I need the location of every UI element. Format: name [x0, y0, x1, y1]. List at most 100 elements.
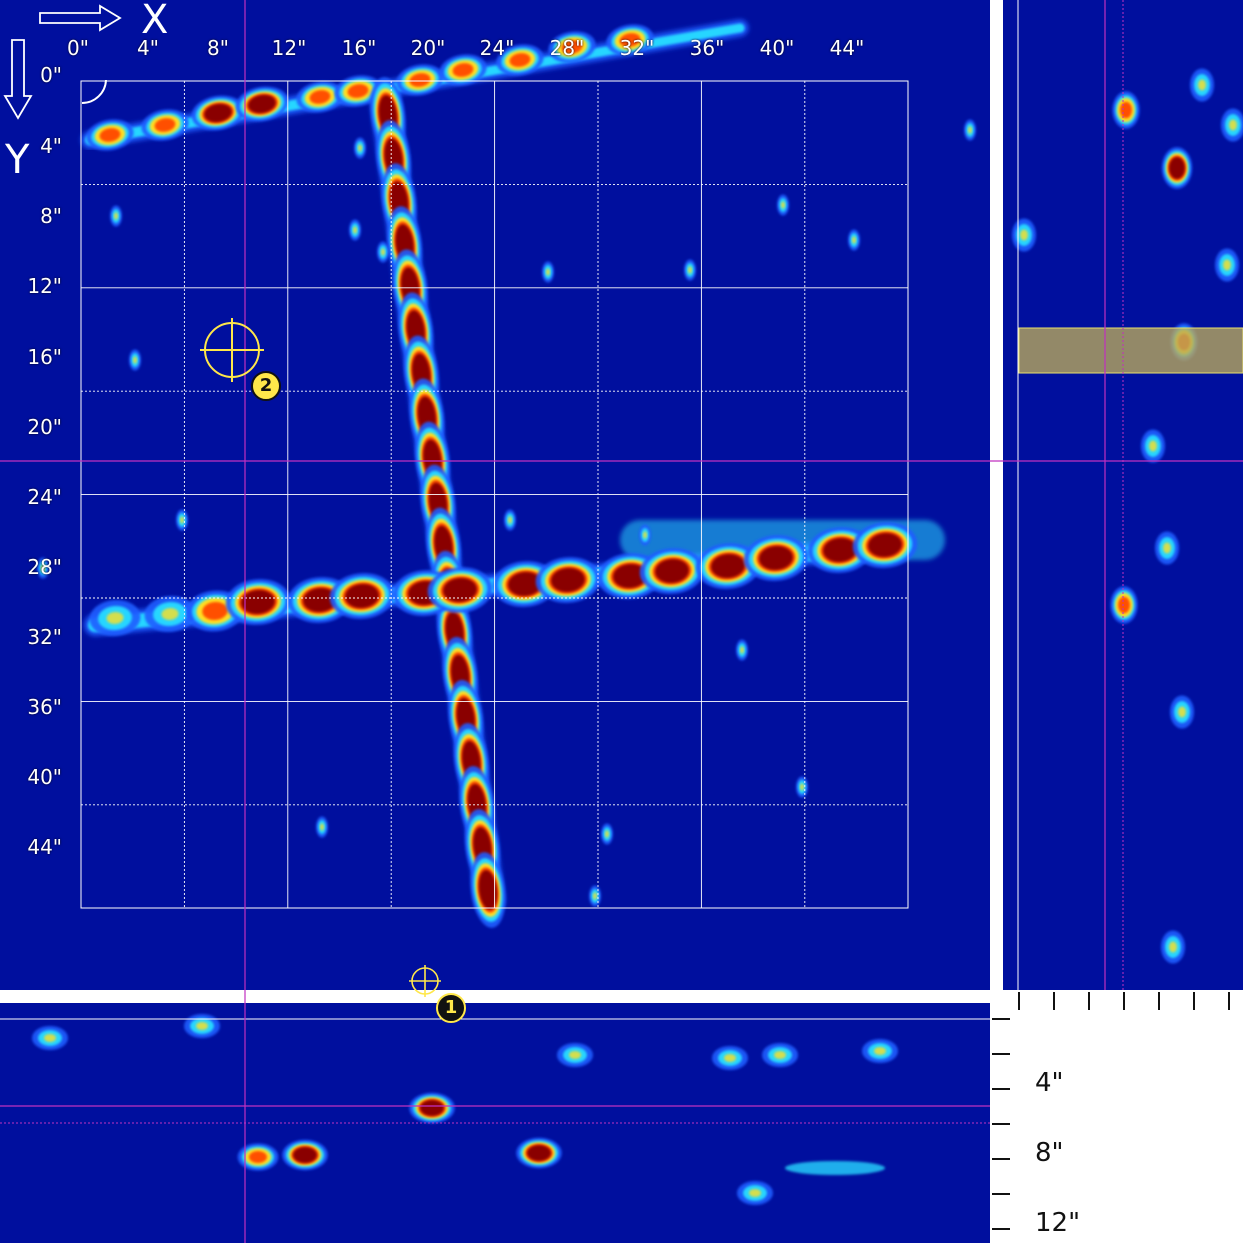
plan-noise-speck-layer	[740, 646, 744, 654]
side-view-reflection	[1141, 429, 1165, 463]
side-view-reflection-layer	[1120, 101, 1132, 119]
top-rebar-peak	[191, 95, 245, 131]
plan-noise-speck-layer	[643, 531, 647, 539]
depth-tick-label: 8"	[1035, 1138, 1064, 1168]
plan-noise-speck	[777, 194, 789, 216]
plan-noise-speck	[377, 241, 389, 263]
y-axis-letter: Y	[5, 137, 30, 183]
x-tick-label: 32"	[619, 36, 655, 60]
x-tick-label: 4"	[137, 36, 159, 60]
target-marker-1-icon[interactable]	[409, 965, 441, 997]
plan-noise-speck-layer	[546, 268, 550, 276]
plan-noise-speck	[639, 524, 651, 546]
front-view-reflection-layer	[249, 1151, 267, 1163]
depth-tick-label: 4"	[1035, 1068, 1064, 1098]
front-view-reflection	[237, 1143, 279, 1171]
plan-noise-speck-layer	[605, 830, 609, 838]
plan-noise-speck	[796, 776, 808, 798]
front-view-reflection-layer	[724, 1054, 736, 1062]
side-view-reflection	[1161, 930, 1185, 964]
plan-noise-speck-layer	[320, 823, 324, 831]
target-marker-2-icon[interactable]	[200, 318, 264, 382]
y-tick-label: 8"	[40, 204, 62, 228]
plan-noise-speck	[589, 885, 601, 907]
side-view-reflection	[1221, 108, 1243, 142]
x-tick-label: 44"	[829, 36, 865, 60]
front-view-reflection	[712, 1046, 748, 1070]
cross-rebar-peak	[852, 522, 918, 568]
y-tick-label: 20"	[27, 415, 62, 439]
cross-rebar-peak-layer	[106, 611, 124, 625]
y-tick-label: 0"	[40, 63, 62, 87]
plan-noise-speck-layer	[508, 516, 512, 524]
plan-noise-speck	[504, 509, 516, 531]
vertical-separator	[990, 0, 1003, 1003]
front-view-reflection	[409, 1092, 455, 1124]
front-view-reflection-layer	[749, 1189, 761, 1197]
top-rebar-peak-layer	[309, 90, 331, 104]
depth-highlight-band[interactable]	[1018, 327, 1243, 374]
side-view-reflection	[1112, 91, 1140, 129]
front-view-reflection	[762, 1043, 798, 1067]
y-tick-label: 36"	[27, 695, 62, 719]
cross-rebar-peak	[535, 557, 601, 603]
cross-rebar-peak-layer	[759, 545, 793, 571]
plan-noise-speck-layer	[180, 516, 184, 524]
front-view-streak	[785, 1161, 885, 1175]
front-view-reflection-layer	[293, 1147, 317, 1163]
plan-noise-speck	[129, 349, 141, 371]
y-tick-label: 32"	[27, 625, 62, 649]
side-view-reflection	[1190, 68, 1214, 102]
side-view-reflection-layer	[1149, 440, 1157, 452]
cross-rebar-peak-layer	[161, 607, 179, 621]
side-view-reflection	[1012, 218, 1036, 252]
cross-rebar-peak-layer	[303, 587, 337, 613]
top-rebar-peak-layer	[347, 84, 369, 98]
x-tick-label: 16"	[341, 36, 377, 60]
plan-noise-speck-layer	[800, 783, 804, 791]
plan-noise-speck	[848, 229, 860, 251]
x-tick-label: 36"	[689, 36, 725, 60]
depth-tick-label: 12"	[1035, 1208, 1081, 1238]
front-view-reflection	[32, 1026, 68, 1050]
plan-noise-speck-layer	[968, 126, 972, 134]
side-view-reflection-layer	[1163, 542, 1171, 554]
y-tick-label: 12"	[27, 274, 62, 298]
plan-noise-speck-layer	[593, 892, 597, 900]
plan-noise-speck	[601, 823, 613, 845]
side-view-reflection-layer	[1229, 119, 1237, 131]
side-view-reflection-layer	[1169, 941, 1177, 953]
cross-rebar-peak	[144, 595, 196, 633]
horizontal-separator	[0, 990, 1003, 1003]
x-tick-label: 28"	[549, 36, 585, 60]
cross-rebar-peak-layer	[711, 553, 745, 579]
side-view-reflection	[1161, 147, 1193, 189]
depth-axis-ticks	[992, 992, 1230, 1230]
side-view-reflection-layer	[1223, 259, 1231, 271]
plan-noise-speck-layer	[133, 356, 137, 364]
cross-rebar-peak	[807, 527, 873, 573]
top-rebar-peak-layer	[409, 73, 431, 87]
y-tick-label: 40"	[27, 765, 62, 789]
x-tick-label: 0"	[67, 36, 89, 60]
top-rebar-peak-layer	[99, 128, 121, 142]
marker-2-badge[interactable]: 2	[251, 371, 281, 401]
side-view-reflection	[1215, 248, 1239, 282]
cross-rebar-peak	[287, 577, 353, 623]
side-view-reflection	[1155, 531, 1179, 565]
plan-noise-speck-layer	[852, 236, 856, 244]
plan-noise-speck-layer	[358, 144, 362, 152]
cross-rebar-peak-layer	[613, 563, 647, 589]
plan-noise-speck	[542, 261, 554, 283]
x-tick-label: 20"	[410, 36, 446, 60]
y-tick-label: 16"	[27, 345, 62, 369]
cross-rebar-peak-layer	[508, 571, 542, 597]
front-view-reflection-layer	[874, 1047, 886, 1055]
side-view-reflection-layer	[1118, 596, 1130, 614]
marker-1-badge[interactable]: 1	[436, 993, 466, 1023]
vertical-rebar-peak-layer	[478, 870, 498, 910]
y-tick-label: 28"	[27, 555, 62, 579]
origin-corner-icon	[81, 79, 107, 105]
plan-noise-speck-layer	[781, 201, 785, 209]
